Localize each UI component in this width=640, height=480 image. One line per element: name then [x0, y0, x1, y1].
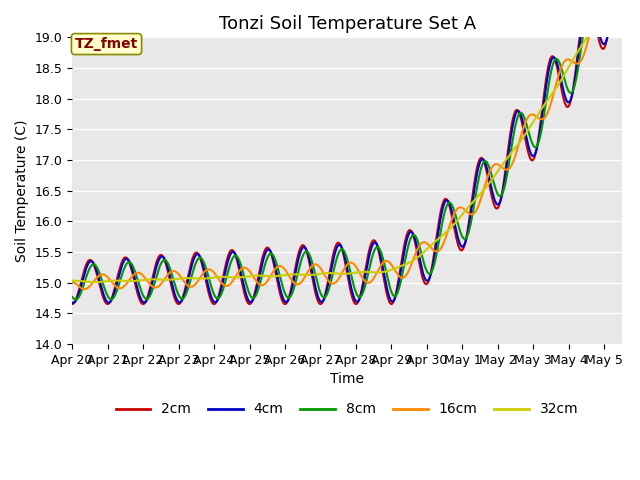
32cm [498, 163, 506, 169]
8cm [72, 297, 79, 302]
32cm [92, 279, 99, 285]
2cm [291, 269, 298, 275]
Line: 4cm: 4cm [72, 0, 622, 303]
Legend: 2cm, 4cm, 8cm, 16cm, 32cm: 2cm, 4cm, 8cm, 16cm, 32cm [110, 397, 584, 422]
16cm [125, 278, 132, 284]
2cm [310, 285, 318, 291]
4cm [447, 203, 454, 209]
4cm [498, 194, 506, 200]
32cm [447, 226, 454, 231]
4cm [508, 131, 515, 136]
8cm [68, 294, 76, 300]
X-axis label: Time: Time [330, 372, 364, 386]
32cm [68, 278, 76, 284]
8cm [508, 145, 515, 151]
32cm [291, 272, 299, 277]
8cm [447, 200, 454, 206]
16cm [508, 163, 515, 168]
16cm [68, 279, 76, 285]
Y-axis label: Soil Temperature (C): Soil Temperature (C) [15, 120, 29, 262]
32cm [508, 150, 515, 156]
16cm [291, 281, 299, 287]
16cm [81, 286, 88, 292]
32cm [125, 278, 132, 284]
16cm [447, 221, 454, 227]
Title: Tonzi Soil Temperature Set A: Tonzi Soil Temperature Set A [218, 15, 476, 33]
32cm [311, 272, 319, 277]
8cm [291, 281, 299, 287]
4cm [69, 300, 77, 306]
8cm [311, 270, 319, 276]
Line: 2cm: 2cm [72, 0, 622, 304]
2cm [446, 204, 454, 210]
8cm [498, 192, 506, 198]
4cm [68, 300, 76, 305]
Line: 16cm: 16cm [72, 0, 622, 289]
4cm [291, 271, 299, 277]
4cm [311, 282, 319, 288]
16cm [618, 0, 626, 1]
8cm [125, 259, 132, 265]
Line: 8cm: 8cm [72, 0, 622, 300]
2cm [124, 257, 132, 263]
Line: 32cm: 32cm [72, 0, 622, 282]
4cm [125, 258, 132, 264]
16cm [498, 164, 506, 170]
2cm [497, 196, 505, 202]
Text: TZ_fmet: TZ_fmet [75, 37, 138, 51]
2cm [507, 127, 515, 132]
16cm [311, 262, 319, 267]
2cm [68, 301, 76, 307]
